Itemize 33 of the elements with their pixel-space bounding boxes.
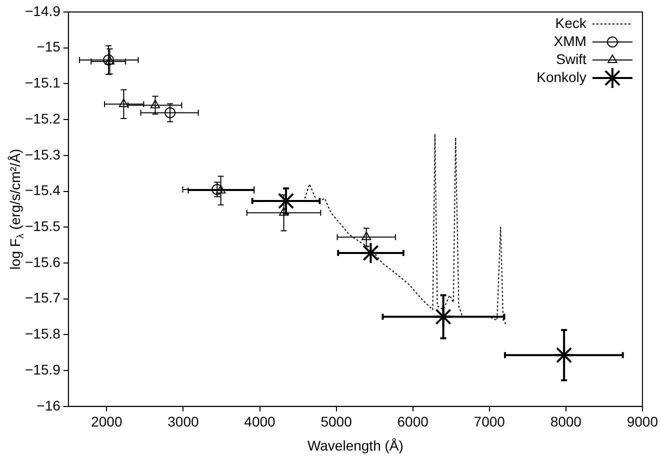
y-tick-label: −15.6	[24, 254, 61, 270]
x-axis-title: Wavelength (Å)	[307, 437, 404, 454]
y-tick-label: −15.4	[24, 182, 61, 198]
point	[216, 185, 226, 194]
x-tick-label: 7000	[474, 414, 506, 430]
point	[278, 207, 289, 216]
y-tick-label: −15.1	[24, 74, 61, 91]
x-tick-label: 4000	[244, 414, 276, 430]
y-tick-label: −14.9	[24, 2, 61, 19]
legend-label: Keck	[555, 14, 588, 31]
point	[150, 100, 160, 108]
point	[164, 107, 176, 118]
y-axis-title: log Fλ (erg/s/cm²/Å)	[6, 148, 27, 270]
legend-label: Konkoly	[536, 68, 586, 85]
x-tick-label: 9000	[626, 414, 658, 430]
y-tick-label: −15.9	[24, 361, 61, 378]
legend-label: Swift	[556, 50, 587, 67]
point	[212, 184, 223, 195]
y-tick-label: −15.7	[24, 290, 61, 306]
legend-label: XMM	[554, 32, 586, 49]
y-tick-label: −15.8	[24, 326, 61, 342]
x-tick-label: 3000	[168, 414, 200, 430]
y-tick-label: −16	[36, 397, 61, 414]
x-tick-label: 8000	[550, 414, 582, 430]
y-tick-label: −15.5	[24, 218, 61, 234]
point	[362, 232, 372, 240]
x-tick-label: 5000	[320, 414, 352, 430]
x-tick-label: 6000	[397, 414, 429, 430]
y-tick-label: −15.2	[24, 110, 61, 126]
y-tick-label: −15.3	[24, 146, 61, 162]
x-tick-label: 2000	[91, 414, 122, 430]
y-tick-label: −15	[36, 38, 61, 55]
point	[118, 98, 129, 108]
